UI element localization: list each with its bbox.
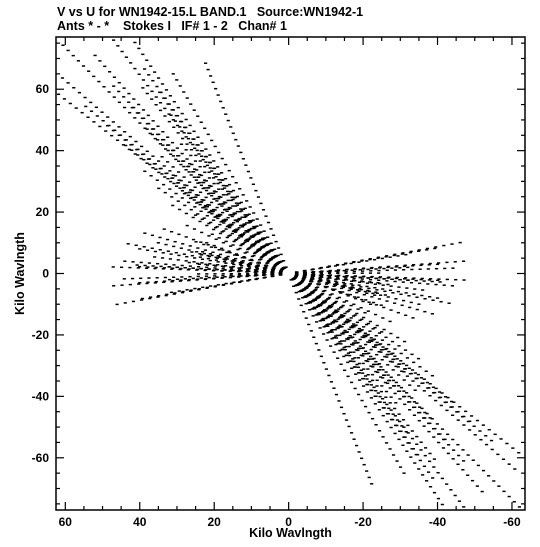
y-tick-label: 60 bbox=[36, 82, 50, 96]
y-tick-label: 20 bbox=[36, 205, 50, 219]
y-axis-title: Kilo Wavlngth bbox=[13, 232, 27, 315]
axis-ticks bbox=[56, 37, 525, 510]
y-tick-label: 0 bbox=[42, 267, 49, 281]
y-tick-label: -40 bbox=[32, 389, 50, 403]
uv-points bbox=[56, 39, 522, 508]
x-tick-label: 0 bbox=[285, 515, 292, 529]
x-tick-label: -20 bbox=[354, 515, 372, 529]
plot-frame bbox=[55, 36, 526, 511]
y-tick-label: -20 bbox=[32, 328, 50, 342]
x-tick-label: 20 bbox=[208, 515, 222, 529]
x-tick-label: 40 bbox=[133, 515, 147, 529]
y-tick-label: -60 bbox=[32, 451, 50, 465]
y-tick-labels: -60 -40 -20 0 20 40 60 bbox=[32, 82, 50, 465]
y-tick-label: 40 bbox=[36, 144, 50, 158]
x-axis-title: Kilo Wavlngth bbox=[249, 526, 332, 540]
x-tick-label: -40 bbox=[429, 515, 447, 529]
x-tick-labels: 60 40 20 0 -20 -40 -60 bbox=[59, 515, 521, 529]
chart-subtitle: Ants * - * Stokes I IF# 1 - 2 Chan# 1 bbox=[57, 19, 287, 33]
chart-title: V vs U for WN1942-15.L BAND.1 Source:WN1… bbox=[57, 5, 364, 19]
x-tick-label: -60 bbox=[503, 515, 521, 529]
x-tick-label: 60 bbox=[59, 515, 73, 529]
